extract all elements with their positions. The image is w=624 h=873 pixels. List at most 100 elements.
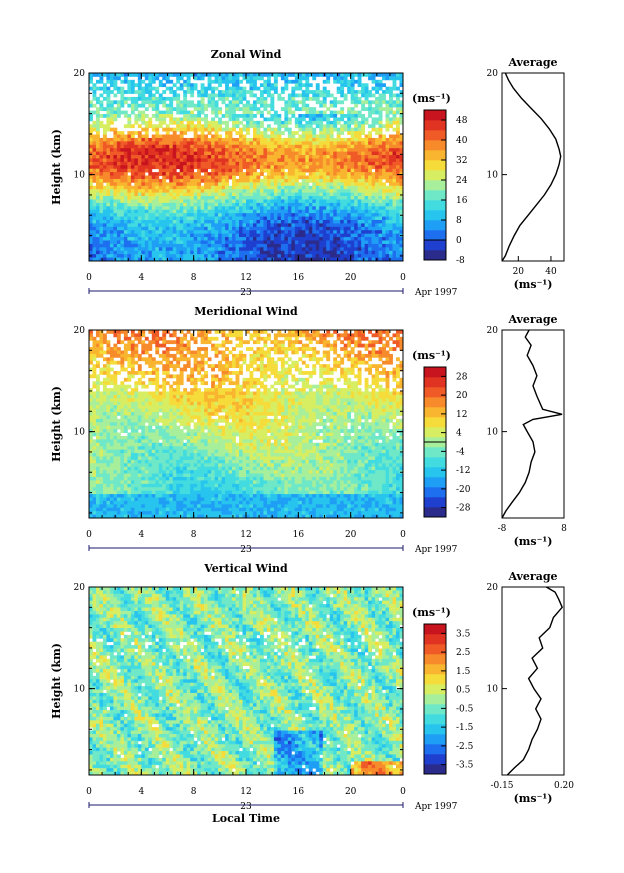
heat-cell (239, 343, 243, 348)
heat-cell (382, 336, 386, 341)
heat-cell (329, 226, 334, 231)
heat-cell (92, 240, 97, 245)
heat-cell (116, 206, 121, 211)
heat-cell (148, 240, 153, 245)
heat-cell (239, 114, 243, 118)
heat-cell (329, 240, 334, 245)
heat-cell (361, 216, 366, 221)
heat-cell (116, 189, 121, 194)
heat-cell (298, 185, 303, 190)
heat-cell (277, 182, 282, 187)
heat-cell (378, 124, 383, 129)
heat-cell (172, 340, 177, 345)
heat-cell (225, 83, 229, 88)
heat-cell (249, 124, 254, 129)
heat-cell (214, 134, 219, 139)
heat-cell (315, 230, 320, 235)
heat-cell (190, 230, 195, 235)
heat-cell (172, 182, 177, 187)
heat-cell (385, 250, 390, 255)
heat-cell (183, 107, 188, 111)
heat-cell (235, 172, 240, 176)
heat-cell (176, 196, 181, 200)
heat-cell (375, 185, 379, 190)
heat-cell (89, 117, 93, 122)
heat-cell (123, 134, 128, 139)
heat-cell (99, 257, 104, 262)
heat-cell (329, 182, 334, 187)
heat-cell (266, 336, 271, 341)
heat-cell (368, 73, 372, 77)
heat-cell (392, 114, 397, 118)
heat-cell (347, 254, 352, 258)
heat-cell (382, 134, 386, 139)
heat-cell (200, 90, 205, 94)
heat-cell (162, 168, 167, 173)
heat-cell (232, 189, 236, 194)
heat-cell (186, 233, 191, 238)
heat-cell (183, 93, 188, 98)
heat-cell (172, 243, 177, 248)
heat-cell (207, 247, 212, 252)
heat-cell (113, 175, 118, 180)
heat-cell (214, 137, 219, 142)
heat-cell (106, 247, 111, 252)
heat-cell (287, 233, 292, 238)
heat-cell (315, 254, 320, 258)
heat-cell (200, 330, 205, 334)
heat-cell (225, 124, 229, 129)
heat-cell (102, 336, 107, 341)
heat-cell (364, 175, 369, 180)
heat-cell (155, 141, 160, 146)
heat-cell (392, 199, 397, 204)
heat-cell (343, 233, 348, 238)
heat-cell (336, 206, 341, 211)
heat-cell (211, 165, 215, 170)
heat-cell (109, 73, 114, 77)
heat-cell (165, 213, 170, 217)
heat-cell (266, 189, 271, 194)
heat-cell (137, 336, 142, 341)
heat-cell (144, 90, 149, 94)
heat-cell (221, 155, 226, 159)
heat-cell (127, 353, 132, 358)
heat-cell (350, 202, 355, 207)
heat-cell (235, 83, 240, 88)
heat-cell (396, 93, 400, 98)
heat-cell (315, 96, 320, 101)
heat-cell (169, 237, 174, 241)
heat-cell (218, 134, 222, 139)
heat-cell (347, 175, 352, 180)
heat-cell (294, 216, 299, 221)
heat-cell (179, 182, 184, 187)
heat-cell (350, 254, 355, 258)
heat-cell (305, 333, 310, 338)
heat-cell (336, 131, 341, 135)
heat-cell (148, 158, 153, 163)
heat-cell (308, 199, 313, 204)
heat-cell (259, 151, 264, 156)
heat-cell (218, 155, 222, 159)
heat-cell (200, 83, 205, 88)
heat-cell (298, 192, 303, 197)
heat-cell (256, 333, 261, 338)
heat-cell (347, 86, 352, 91)
heat-cell (287, 185, 292, 190)
heat-cell (301, 202, 306, 207)
heat-cell (273, 120, 278, 125)
heat-cell (333, 158, 338, 163)
heat-cell (315, 172, 320, 176)
heat-cell (228, 202, 233, 207)
heat-cell (151, 226, 156, 231)
heat-cell (322, 216, 327, 221)
heat-cell (315, 185, 320, 190)
heat-cell (389, 240, 393, 245)
heat-cell (301, 155, 306, 159)
heat-cell (130, 330, 135, 334)
heat-cell (130, 79, 135, 84)
heat-cell (123, 175, 128, 180)
heat-cell (350, 168, 355, 173)
heat-cell (113, 223, 118, 228)
heat-cell (319, 144, 324, 149)
heat-cell (336, 127, 341, 132)
